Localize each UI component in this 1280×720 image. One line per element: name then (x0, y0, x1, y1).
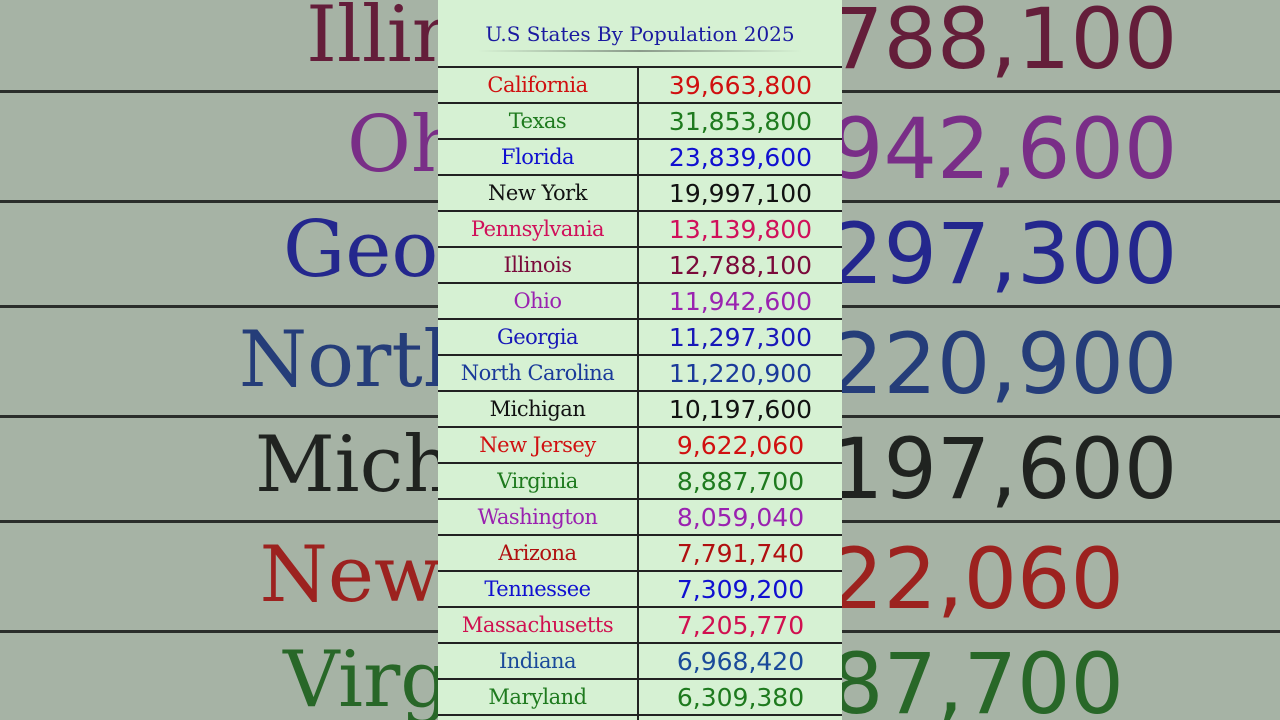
population-cell: 12,788,100 (668, 251, 813, 280)
table-row: California 39,663,800 (438, 68, 842, 104)
table-row: Pennsylvania 13,139,800 (438, 212, 842, 248)
background-population: 788,100 (830, 0, 1178, 88)
state-name-cell: Georgia (438, 320, 639, 354)
background-population: 87,700 (830, 635, 1124, 720)
state-name-cell: Michigan (438, 392, 639, 426)
background-population: 942,600 (830, 100, 1178, 198)
panel-title: U.S States By Population 2025 (485, 22, 795, 46)
population-cell: 23,839,600 (668, 143, 813, 172)
population-table: California 39,663,800 Texas 31,853,800 Flori… (438, 66, 842, 720)
table-row: New Jersey 9,622,060 (438, 428, 842, 464)
state-name-cell: New York (438, 176, 639, 210)
table-row: Georgia 11,297,300 (438, 320, 842, 356)
table-row: Florida 23,839,600 (438, 140, 842, 176)
population-cell: 11,297,300 (668, 323, 813, 352)
population-cell: 7,205,770 (676, 611, 805, 640)
title-divider (478, 50, 802, 52)
table-row: Tennessee 7,309,200 (438, 572, 842, 608)
population-cell: 39,663,800 (668, 71, 813, 100)
state-name-cell: Massachusetts (438, 608, 639, 642)
population-cell: 7,791,740 (676, 539, 805, 568)
table-row: Virginia 8,887,700 (438, 464, 842, 500)
state-name-cell: New Jersey (438, 428, 639, 462)
table-row: North Carolina 11,220,900 (438, 356, 842, 392)
population-cell: 8,059,040 (676, 503, 805, 532)
table-row: Michigan 10,197,600 (438, 392, 842, 428)
state-name-cell: Tennessee (438, 572, 639, 606)
population-cell: 31,853,800 (668, 107, 813, 136)
state-name-cell: Illinois (438, 248, 639, 282)
table-row: Massachusetts 7,205,770 (438, 608, 842, 644)
population-cell: 6,309,380 (676, 683, 805, 712)
state-name-cell: Washington (438, 500, 639, 534)
state-name-cell: North Carolina (438, 356, 639, 390)
state-name-cell: Indiana (438, 644, 639, 678)
background-population: 22,060 (830, 530, 1124, 628)
population-cell: 6,282,890 (639, 716, 842, 720)
population-panel: U.S States By Population 2025 California… (438, 0, 842, 720)
population-cell: 6,968,420 (676, 647, 805, 676)
population-cell: 11,220,900 (668, 359, 813, 388)
state-name-cell: Arizona (438, 536, 639, 570)
table-row: Arizona 7,791,740 (438, 536, 842, 572)
population-cell: 13,139,800 (668, 215, 813, 244)
population-cell: 8,887,700 (676, 467, 805, 496)
table-row: Illinois 12,788,100 (438, 248, 842, 284)
state-name-cell: Texas (438, 104, 639, 138)
population-cell: 7,309,200 (676, 575, 805, 604)
state-name-cell: California (438, 68, 639, 102)
table-row: Texas 31,853,800 (438, 104, 842, 140)
population-cell: 19,997,100 (668, 179, 813, 208)
state-name-cell: Missouri (438, 716, 639, 720)
state-name-cell: Ohio (438, 284, 639, 318)
state-name-cell: Florida (438, 140, 639, 174)
background-population: 220,900 (830, 315, 1178, 413)
state-name-cell: Maryland (438, 680, 639, 714)
state-name-cell: Pennsylvania (438, 212, 639, 246)
background-population: 197,600 (830, 420, 1178, 518)
table-row: Ohio 11,942,600 (438, 284, 842, 320)
table-row: New York 19,997,100 (438, 176, 842, 212)
table-row: Maryland 6,309,380 (438, 680, 842, 716)
population-cell: 9,622,060 (676, 431, 805, 460)
table-row: Indiana 6,968,420 (438, 644, 842, 680)
background-population: 297,300 (830, 205, 1178, 303)
population-cell: 11,942,600 (668, 287, 813, 316)
population-cell: 10,197,600 (668, 395, 813, 424)
state-name-cell: Virginia (438, 464, 639, 498)
table-row: Missouri6,282,890 (438, 716, 842, 720)
table-row: Washington 8,059,040 (438, 500, 842, 536)
